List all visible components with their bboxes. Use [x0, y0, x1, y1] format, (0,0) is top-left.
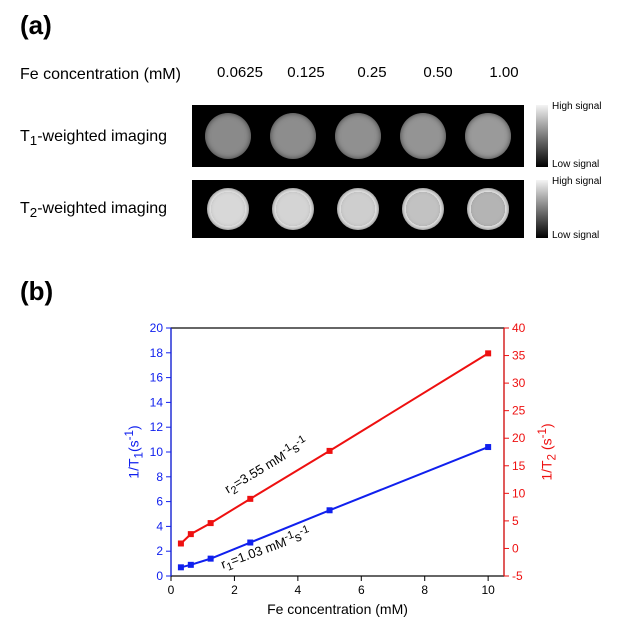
svg-text:15: 15 [512, 459, 526, 473]
t2-mri-strip [192, 180, 524, 238]
conc-value: 1.00 [489, 64, 518, 81]
gradient-low-label: Low signal [552, 159, 599, 170]
svg-text:10: 10 [150, 445, 164, 459]
svg-text:30: 30 [512, 376, 526, 390]
panel-b-label: (b) [20, 276, 53, 307]
mri-well [270, 113, 316, 159]
mri-well [337, 188, 379, 230]
mri-well [205, 113, 251, 159]
conc-value: 0.25 [357, 64, 386, 81]
svg-text:12: 12 [150, 420, 164, 434]
mri-well [335, 113, 381, 159]
t1-mri-strip [192, 105, 524, 167]
gradient-high-label: High signal [552, 176, 601, 187]
svg-text:4: 4 [295, 583, 302, 597]
mri-well [402, 188, 444, 230]
svg-text:4: 4 [156, 519, 163, 533]
gradient-high-label: High signal [552, 101, 601, 112]
svg-text:2: 2 [231, 583, 238, 597]
svg-text:10: 10 [481, 583, 495, 597]
svg-text:6: 6 [156, 495, 163, 509]
mri-well [465, 113, 511, 159]
svg-text:8: 8 [156, 470, 163, 484]
svg-text:8: 8 [421, 583, 428, 597]
relaxivity-chart: 0 2 4 6 8 10 Fe concentration (mM) 0 2 4 6 8 10 12 14 1… [115, 320, 560, 620]
svg-text:0: 0 [512, 541, 519, 555]
gradient-low-label: Low signal [552, 230, 599, 241]
svg-text:0: 0 [156, 569, 163, 583]
t1-gradient-bar [536, 105, 548, 167]
conc-value: 0.50 [423, 64, 452, 81]
conc-axis-label: Fe concentration (mM) [20, 66, 181, 84]
conc-value: 0.0625 [217, 64, 263, 81]
svg-text:20: 20 [150, 321, 164, 335]
svg-text:40: 40 [512, 321, 526, 335]
t2-gradient-bar [536, 180, 548, 238]
svg-text:35: 35 [512, 349, 526, 363]
svg-text:5: 5 [512, 514, 519, 528]
mri-well [272, 188, 314, 230]
mri-well [207, 188, 249, 230]
mri-well [400, 113, 446, 159]
svg-text:Fe concentration (mM): Fe concentration (mM) [267, 601, 408, 617]
svg-text:-5: -5 [512, 569, 523, 583]
svg-text:0: 0 [168, 583, 175, 597]
svg-text:2: 2 [156, 544, 163, 558]
t1-label: T1-weighted imaging [20, 128, 167, 148]
svg-text:18: 18 [150, 346, 164, 360]
svg-text:6: 6 [358, 583, 365, 597]
svg-text:25: 25 [512, 404, 526, 418]
svg-text:14: 14 [150, 395, 164, 409]
panel-a-label: (a) [20, 10, 52, 41]
mri-well [467, 188, 509, 230]
conc-value: 0.125 [287, 64, 325, 81]
svg-text:16: 16 [150, 371, 164, 385]
svg-text:20: 20 [512, 431, 526, 445]
svg-text:10: 10 [512, 486, 526, 500]
t2-label: T2-weighted imaging [20, 200, 167, 220]
